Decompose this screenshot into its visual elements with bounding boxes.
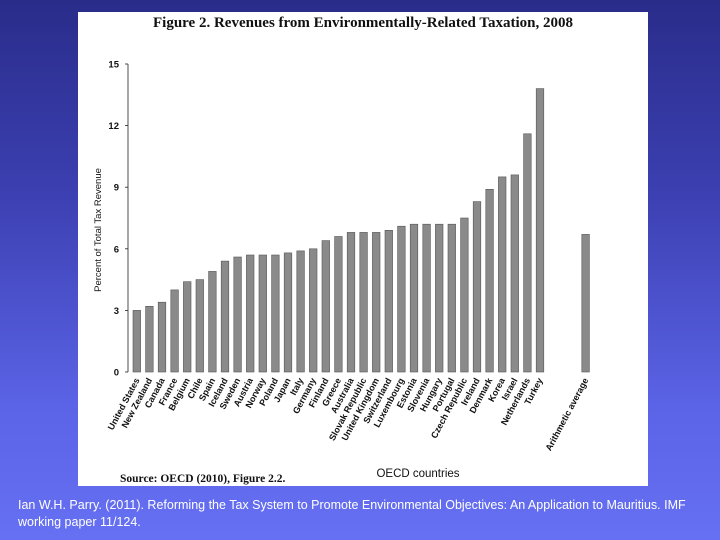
- bar-finland: [321, 240, 330, 373]
- bar-turkey: [535, 88, 545, 373]
- y-tick-label: 9: [114, 183, 119, 194]
- chart-figure: Figure 2. Revenues from Environmentally-…: [78, 12, 648, 486]
- bar-norway: [258, 254, 267, 373]
- y-tick-label: 12: [108, 121, 119, 132]
- axes-group: 0 3 6 9 12 15: [108, 60, 129, 379]
- bar-austria: [246, 254, 255, 373]
- bar-germany: [309, 248, 318, 373]
- bar-united-states: [132, 310, 141, 373]
- bar-belgium: [183, 281, 192, 373]
- bar-netherlands: [523, 133, 532, 373]
- category-label-arithmetic-average: Arithmetic average: [543, 376, 590, 452]
- bar-hungary: [435, 223, 444, 373]
- bar-denmark: [485, 189, 494, 373]
- y-tick-label: 6: [114, 244, 119, 255]
- x-axis-label: OECD countries: [376, 468, 459, 480]
- bar-new-zealand: [145, 305, 154, 373]
- bar-estonia: [409, 223, 419, 373]
- y-tick-label: 15: [108, 60, 119, 71]
- bar-ireland: [472, 201, 482, 373]
- bar-portugal: [447, 223, 456, 373]
- bar-arithmetic-average: [581, 234, 590, 373]
- bar-japan: [283, 252, 293, 373]
- bar-poland: [271, 254, 280, 373]
- bar-slovak-republic: [359, 232, 368, 373]
- bar-slovenia: [422, 223, 431, 373]
- bar-luxembourg: [397, 225, 406, 373]
- y-tick-label: 3: [114, 306, 119, 317]
- bar-spain: [208, 271, 217, 373]
- bar-chile: [195, 279, 204, 373]
- bar-chart: Figure 2. Revenues from Environmentally-…: [93, 15, 591, 485]
- bar-iceland: [220, 260, 230, 373]
- chart-source: Source: OECD (2010), Figure 2.2.: [120, 473, 285, 485]
- bar-czech-republic: [460, 217, 469, 373]
- bar-greece: [334, 236, 343, 373]
- y-axis-label: Percent of Total Tax Revenue: [93, 168, 104, 292]
- chart-title: Figure 2. Revenues from Environmentally-…: [153, 15, 573, 31]
- y-tick-label: 0: [114, 368, 119, 379]
- bar-korea: [498, 176, 507, 373]
- bar-canada: [157, 301, 167, 373]
- bar-switzerland: [384, 230, 393, 373]
- bar-australia: [346, 232, 356, 373]
- bar-france: [170, 289, 179, 373]
- bar-sweden: [233, 256, 242, 373]
- bar-united-kingdom: [372, 232, 381, 373]
- bar-italy: [296, 250, 305, 373]
- bars-group: [132, 88, 590, 373]
- bar-israel: [510, 174, 519, 373]
- slide-citation: Ian W.H. Parry. (2011). Reforming the Ta…: [18, 498, 686, 529]
